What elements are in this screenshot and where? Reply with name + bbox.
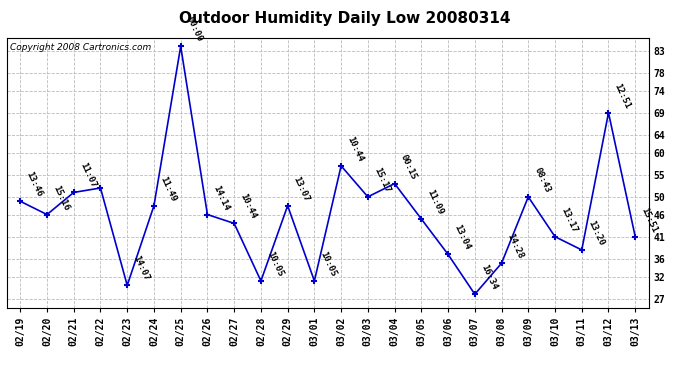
Text: 16:34: 16:34 [479, 263, 498, 291]
Text: 15:16: 15:16 [51, 184, 70, 212]
Text: 13:17: 13:17 [559, 206, 579, 234]
Text: 13:46: 13:46 [24, 170, 44, 198]
Text: 15:17: 15:17 [372, 166, 391, 194]
Text: 10:05: 10:05 [265, 250, 284, 278]
Text: 14:14: 14:14 [212, 184, 231, 212]
Text: 10:44: 10:44 [238, 192, 258, 220]
Text: 11:07: 11:07 [78, 162, 97, 190]
Text: 11:49: 11:49 [158, 175, 177, 203]
Text: 10:05: 10:05 [319, 250, 338, 278]
Text: 08:43: 08:43 [533, 166, 552, 194]
Text: 14:28: 14:28 [506, 232, 525, 261]
Text: 13:07: 13:07 [292, 175, 311, 203]
Text: 12:51: 12:51 [613, 82, 632, 110]
Text: Outdoor Humidity Daily Low 20080314: Outdoor Humidity Daily Low 20080314 [179, 11, 511, 26]
Text: 00:00: 00:00 [185, 15, 204, 44]
Text: 14:07: 14:07 [131, 254, 151, 283]
Text: 10:44: 10:44 [345, 135, 365, 163]
Text: 15:51: 15:51 [640, 206, 659, 234]
Text: Copyright 2008 Cartronics.com: Copyright 2008 Cartronics.com [10, 43, 151, 52]
Text: 13:20: 13:20 [586, 219, 605, 247]
Text: 13:04: 13:04 [452, 224, 472, 252]
Text: 11:09: 11:09 [426, 188, 445, 216]
Text: 00:15: 00:15 [399, 153, 418, 181]
